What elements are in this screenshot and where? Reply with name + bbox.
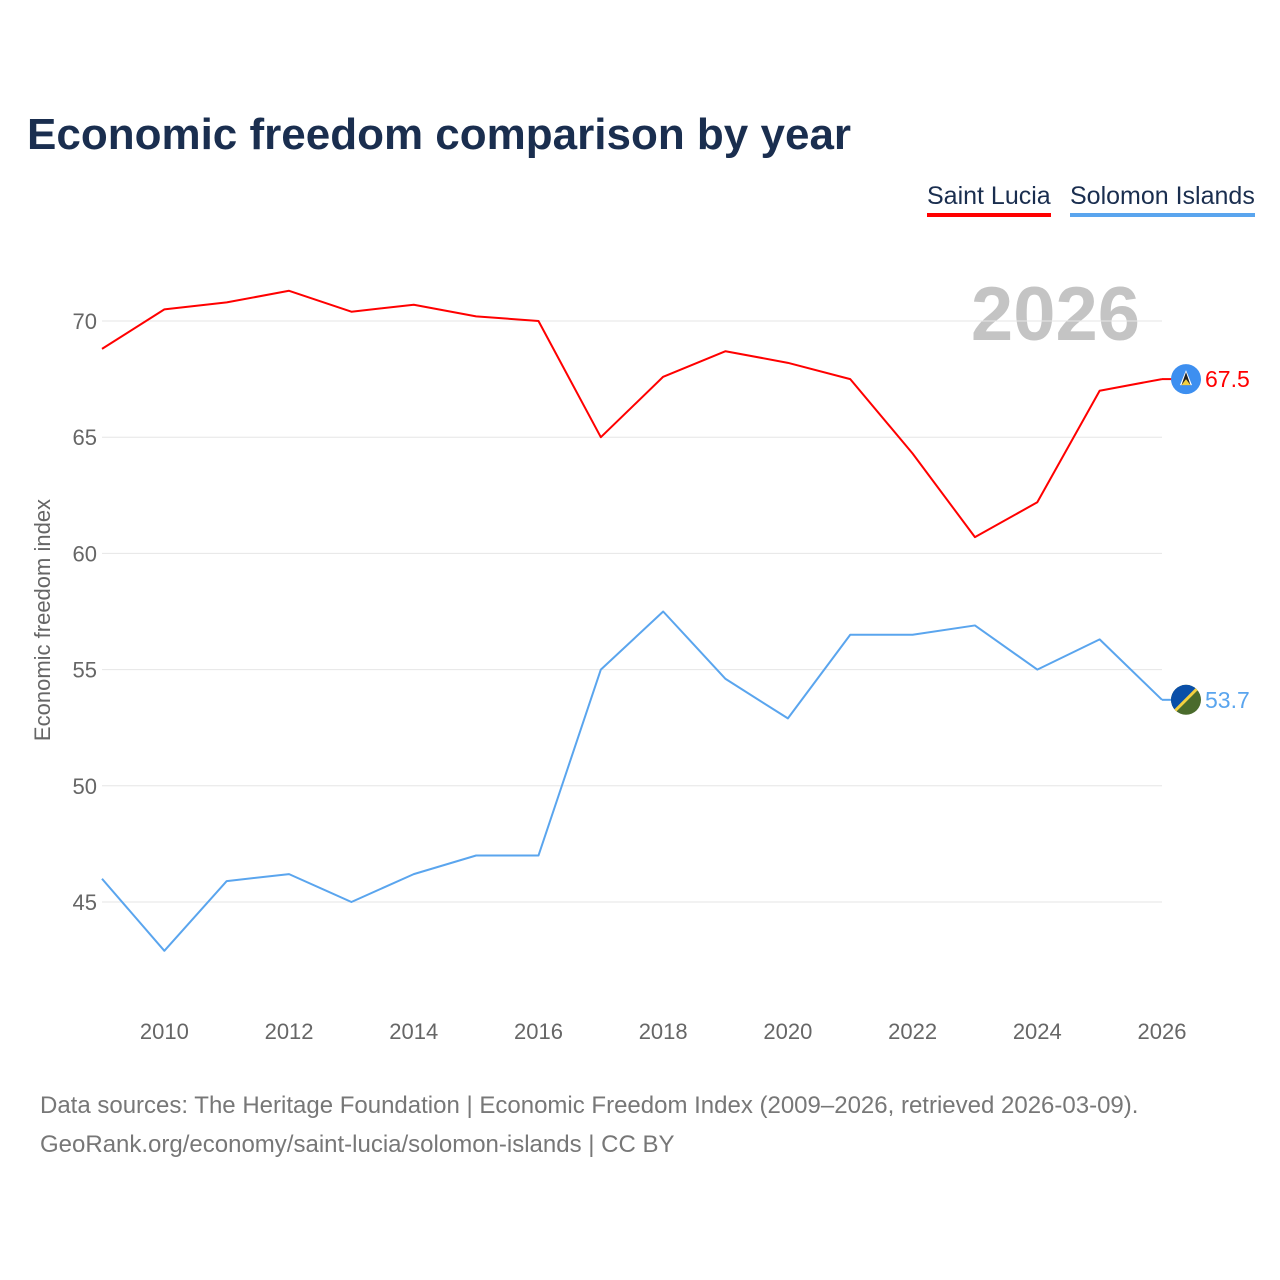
x-tick-label: 2022 [888, 1019, 937, 1044]
license-text: | CC BY [581, 1131, 675, 1158]
y-tick-label: 65 [73, 425, 97, 450]
x-tick-label: 2018 [639, 1019, 688, 1044]
series-line-saint-lucia [101, 289, 1163, 539]
y-axis-label: Economic freedom index [30, 499, 55, 741]
x-tick-label: 2024 [1013, 1019, 1062, 1044]
x-tick-label: 2012 [265, 1019, 314, 1044]
legend-item-solomon-islands[interactable]: Solomon Islands [1070, 182, 1255, 217]
flag-triangle-black [1181, 372, 1191, 386]
x-tick-label: 2016 [514, 1019, 563, 1044]
y-tick-label: 45 [73, 890, 97, 915]
source-link[interactable]: GeoRank.org/economy/saint-lucia/solomon-… [40, 1131, 582, 1158]
end-value-label: 67.5 [1205, 366, 1250, 392]
source-line: Data sources: The Heritage Foundation | … [40, 1092, 1139, 1119]
legend-item-saint-lucia[interactable]: Saint Lucia [927, 182, 1051, 217]
year-watermark: 2026 [971, 272, 1140, 357]
y-tick-label: 50 [73, 774, 97, 799]
y-tick-label: 60 [73, 541, 97, 566]
chart-title: Economic freedom comparison by year [27, 110, 852, 159]
end-value-label: 53.7 [1205, 687, 1250, 713]
y-tick-label: 70 [73, 309, 97, 334]
x-tick-label: 2020 [763, 1019, 812, 1044]
x-tick-label: 2010 [140, 1019, 189, 1044]
source-note: Data sources: The Heritage Foundation | … [40, 1086, 1138, 1164]
flag-stripe [1171, 684, 1201, 715]
flag-triangle-gold [1181, 379, 1191, 386]
series-line-solomon-islands [101, 610, 1163, 952]
x-tick-label: 2026 [1138, 1019, 1187, 1044]
x-tick-label: 2014 [389, 1019, 438, 1044]
y-tick-label: 55 [73, 658, 97, 683]
